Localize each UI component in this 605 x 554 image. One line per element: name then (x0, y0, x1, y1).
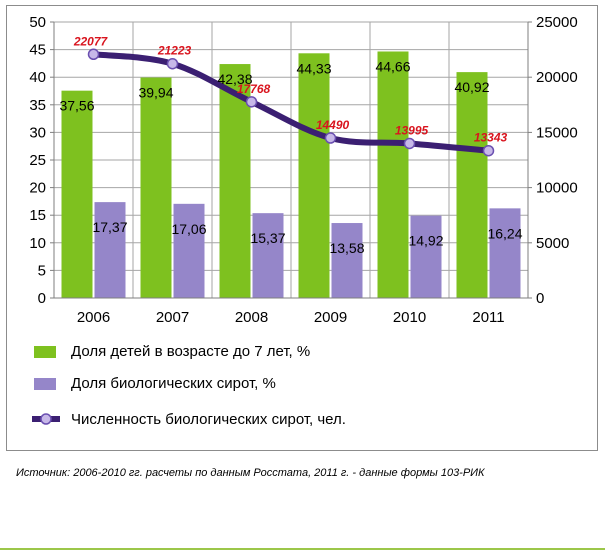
bar-share-orphans (489, 208, 521, 298)
bar-share-orphans (331, 223, 363, 298)
bar-share-under-7 (219, 64, 251, 298)
line-point (403, 137, 416, 150)
bottom-divider (0, 548, 605, 550)
line-point (87, 48, 100, 61)
bar-label-orphans: 17,37 (92, 219, 127, 235)
right-tick-label: 5000 (536, 235, 569, 252)
bar-share-orphans (410, 215, 442, 298)
left-tick-label: 10 (29, 235, 46, 252)
x-tick-label: 2011 (472, 309, 504, 326)
bar-share-under-7 (61, 90, 93, 299)
bar-label-orphans: 15,37 (250, 230, 285, 246)
right-tick-label: 20000 (536, 69, 578, 86)
right-tick-label: 0 (536, 290, 544, 307)
bar-label-orphans: 17,06 (171, 221, 206, 237)
line-point (245, 96, 258, 108)
line-label: 14490 (316, 118, 350, 132)
legend-swatch-point (40, 413, 52, 425)
data-labels: 37,56 17,37 39,94 17,06 42,38 15,37 44,33 13,58… (59, 34, 522, 256)
legend-label-orphans: Доля биологических сирот, % (71, 375, 276, 392)
bar-label-under-7: 40,92 (454, 79, 489, 95)
bar-share-under-7 (298, 53, 330, 298)
left-tick-label: 15 (29, 207, 46, 224)
orphan-count-line (87, 48, 495, 157)
left-tick-label: 25 (29, 152, 46, 169)
bar-label-under-7: 42,38 (217, 71, 252, 87)
left-tick-label: 20 (29, 180, 46, 197)
bar-label-under-7: 44,33 (296, 60, 331, 76)
axes: 0 5 10 15 20 25 30 35 40 45 50 0 5000 10000 15000 20000… (29, 14, 577, 326)
line-label: 13343 (474, 131, 508, 145)
right-tick-label: 10000 (536, 180, 578, 197)
line-point (482, 144, 495, 157)
bar-label-under-7: 39,94 (138, 85, 173, 101)
source-note: Источник: 2006-2010 гг. расчеты по данны… (16, 467, 485, 479)
x-tick-label: 2006 (77, 309, 110, 326)
legend-label-count: Численность биологических сирот, чел. (71, 411, 346, 428)
legend-swatch-orphans (34, 378, 56, 390)
bar-share-orphans (173, 203, 205, 298)
grid-lines (54, 21, 528, 298)
line-point (166, 57, 179, 70)
bars (61, 51, 521, 299)
left-tick-label: 40 (29, 69, 46, 86)
x-tick-label: 2008 (235, 309, 268, 326)
bar-share-under-7 (377, 51, 409, 298)
chart-frame: 0 5 10 15 20 25 30 35 40 45 50 0 5000 10000 15000 20000… (6, 5, 598, 451)
left-tick-label: 50 (29, 14, 46, 31)
left-tick-label: 30 (29, 124, 46, 141)
left-tick-label: 35 (29, 97, 46, 114)
line-label: 22077 (73, 34, 109, 48)
bar-share-under-7 (456, 72, 488, 298)
bar-share-under-7 (140, 77, 172, 299)
left-tick-label: 5 (38, 262, 46, 279)
bar-label-under-7: 44,66 (375, 58, 410, 74)
legend-swatch-under-7 (34, 346, 56, 358)
bar-share-orphans (252, 213, 284, 298)
bar-label-orphans: 13,58 (329, 240, 364, 256)
bar-label-orphans: 14,92 (408, 233, 443, 249)
left-tick-label: 0 (38, 290, 46, 307)
bar-label-under-7: 37,56 (59, 98, 94, 114)
x-tick-label: 2007 (156, 309, 189, 326)
line-label: 13995 (395, 123, 429, 137)
right-tick-label: 25000 (536, 14, 578, 31)
line-label: 21223 (157, 44, 192, 58)
line-point (324, 132, 337, 144)
combo-chart: 0 5 10 15 20 25 30 35 40 45 50 0 5000 10000 15000 20000… (29, 14, 577, 428)
bar-share-orphans (94, 202, 126, 298)
left-tick-label: 45 (29, 42, 46, 59)
legend-label-under-7: Доля детей в возрасте до 7 лет, % (71, 343, 310, 360)
x-tick-label: 2009 (314, 309, 347, 326)
x-tick-label: 2010 (393, 309, 426, 326)
bar-label-orphans: 16,24 (487, 225, 522, 241)
right-tick-label: 15000 (536, 124, 578, 141)
line-label: 17768 (237, 82, 271, 96)
legend: Доля детей в возрасте до 7 лет, % Доля би… (32, 343, 346, 428)
